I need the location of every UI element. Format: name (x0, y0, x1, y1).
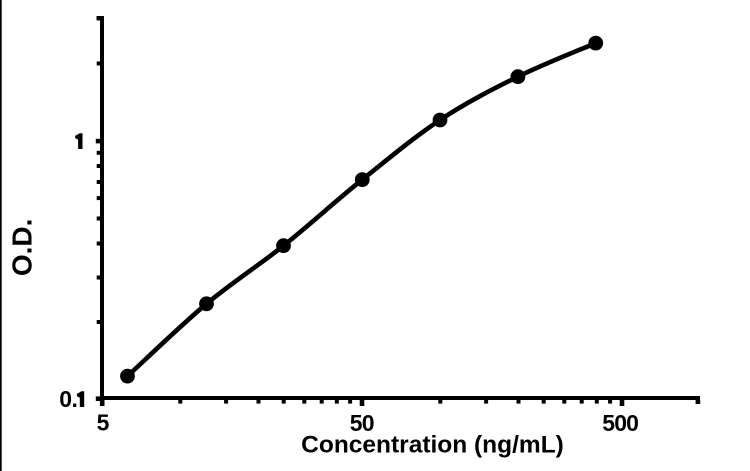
svg-text:5: 5 (97, 410, 110, 436)
svg-text:500: 500 (602, 410, 638, 436)
svg-text:0.: 0. (59, 386, 77, 412)
svg-text:O.D.: O.D. (6, 219, 37, 277)
svg-text:Concentration (ng/mL): Concentration (ng/mL) (301, 432, 564, 459)
svg-text:50: 50 (350, 410, 374, 436)
